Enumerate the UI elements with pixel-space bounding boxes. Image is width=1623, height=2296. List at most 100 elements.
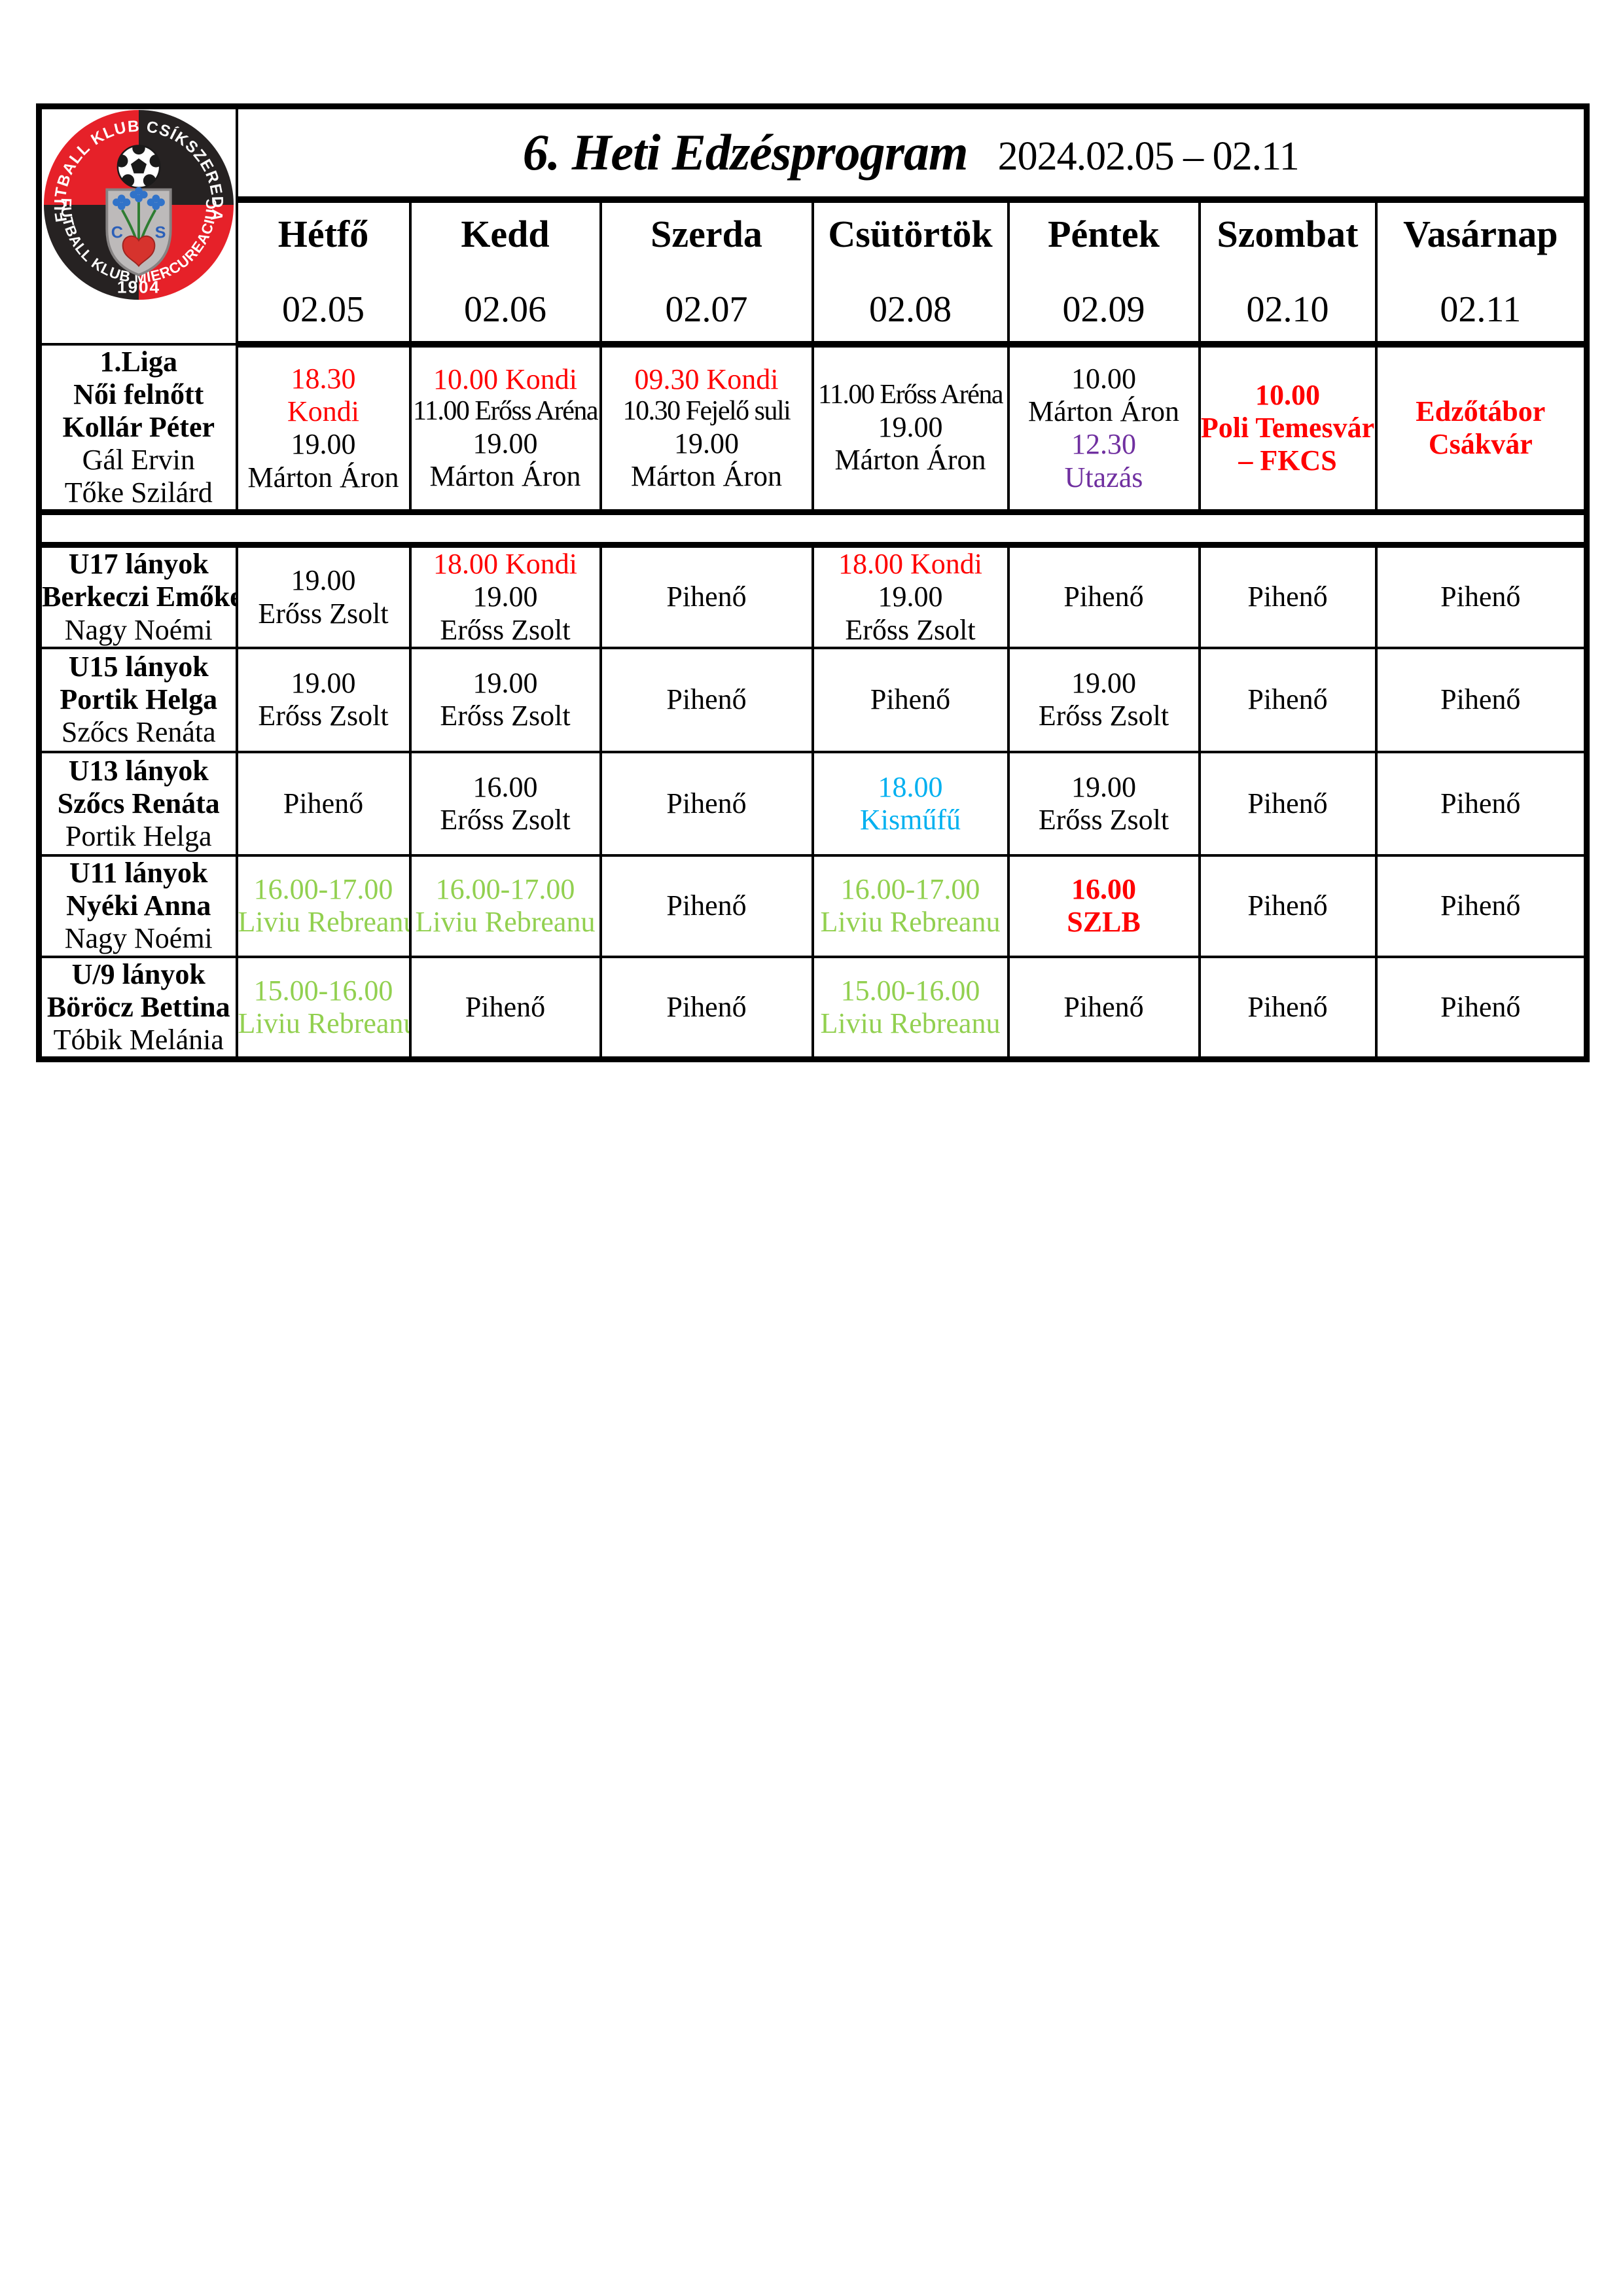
schedule-entry-line: Nagy Noémi: [64, 922, 213, 955]
day-date: 02.06: [464, 289, 546, 331]
schedule-entry-line: Márton Áron: [631, 460, 782, 493]
schedule-entry-line: Pihenő: [283, 787, 364, 819]
schedule-entry-line: Kondi: [287, 395, 359, 428]
schedule-entry-line: 15.00-16.00: [840, 974, 980, 1007]
schedule-entry-line: Pihenő: [666, 683, 747, 716]
schedule-entry-line: Kisműfű: [860, 803, 961, 836]
schedule-entry-line: Tőke Szilárd: [64, 476, 213, 509]
schedule-entry-line: 19.00: [473, 581, 538, 613]
cell-u9-day3: 15.00-16.00 Liviu Rebreanu: [811, 955, 1010, 1061]
schedule-entry-line: Erőss Zsolt: [1038, 700, 1169, 732]
cell-1liga-day5: 10.00 Poli Temesvár – FKCS: [1198, 342, 1378, 514]
schedule-entry-line: U/9 lányok: [71, 958, 205, 990]
schedule-entry-line: 19.00: [473, 667, 538, 700]
cell-u11-day1: 16.00-17.00 Liviu Rebreanu: [408, 853, 602, 958]
club-logo: FUTBALL KLUB CSÍKSZEREDA FUTBALL KLUB MI…: [43, 109, 234, 300]
cell-u13-day6: Pihenő: [1374, 750, 1588, 857]
separator-cell: [37, 509, 1588, 548]
schedule-entry-line: 19.00: [1071, 770, 1136, 803]
team-cell-u15: U15 lányok Portik Helga Szőcs Renáta: [37, 646, 238, 753]
schedule-entry-line: Szőcs Renáta: [57, 787, 220, 819]
schedule-entry-line: Liviu Rebreanu: [415, 906, 596, 939]
schedule-entry-line: 19.00: [1071, 667, 1136, 700]
cell-u17-day4: Pihenő: [1007, 543, 1201, 649]
cell-u13-day2: Pihenő: [599, 750, 814, 857]
schedule-entry-line: Márton Áron: [247, 461, 399, 493]
schedule-entry-line: Nagy Noémi: [64, 613, 213, 646]
cell-u11-day0: 16.00-17.00 Liviu Rebreanu: [235, 853, 412, 958]
schedule-entry-line: Portik Helga: [65, 819, 212, 852]
day-header-1: Kedd 02.06: [408, 198, 602, 348]
logo-year: 1904: [117, 277, 160, 296]
day-header-3: Csütörtök 02.08: [811, 198, 1010, 348]
day-header-6: Vasárnap 02.11: [1374, 198, 1588, 348]
cell-u15-day5: Pihenő: [1198, 646, 1378, 753]
schedule-entry-line: 11.00 Erőss Aréna: [817, 380, 1004, 410]
cell-u15-day6: Pihenő: [1374, 646, 1588, 753]
cell-u13-day1: 16.00 Erőss Zsolt: [408, 750, 602, 857]
schedule-entry-line: Utazás: [1064, 461, 1143, 493]
training-schedule-table: FUTBALL KLUB CSÍKSZEREDA FUTBALL KLUB MI…: [36, 103, 1590, 1063]
day-date: 02.11: [1440, 289, 1522, 331]
schedule-entry-line: 10.00 Kondi: [433, 363, 577, 396]
cell-1liga-day3: 11.00 Erőss Aréna 19.00 Márton Áron: [811, 342, 1010, 514]
cell-u9-day2: Pihenő: [599, 955, 814, 1061]
schedule-entry-line: 18.00: [878, 770, 943, 803]
schedule-entry-line: Poli Temesvár: [1200, 412, 1375, 444]
cell-u15-day4: 19.00 Erőss Zsolt: [1007, 646, 1201, 753]
schedule-entry-line: Böröcz Bettina: [46, 990, 230, 1023]
cell-u11-day2: Pihenő: [599, 853, 814, 958]
cell-u11-day3: 16.00-17.00 Liviu Rebreanu: [811, 853, 1010, 958]
schedule-entry-line: Pihenő: [1440, 990, 1521, 1023]
week-date-range: 2024.02.05 – 02.11: [997, 134, 1300, 179]
schedule-entry-line: Nyéki Anna: [66, 889, 211, 922]
schedule-entry-line: Edzőtábor: [1416, 395, 1546, 428]
day-name: Szerda: [651, 212, 762, 255]
schedule-entry-line: Erőss Zsolt: [258, 700, 389, 732]
schedule-entry-line: Liviu Rebreanu: [238, 1007, 410, 1039]
day-name: Csütörtök: [828, 212, 993, 255]
separator-row: [37, 509, 1588, 548]
schedule-entry-line: Liviu Rebreanu: [820, 1007, 1001, 1039]
day-name: Hétfő: [277, 212, 369, 255]
cell-1liga-day2: 09.30 Kondi 10.30 Fejelő suli 19.00 Márton …: [599, 342, 814, 514]
schedule-entry-line: 11.00 Erőss Aréna: [412, 396, 598, 427]
schedule-entry-line: Pihenő: [1440, 889, 1521, 922]
schedule-entry-line: Berkeczi Emőke: [42, 581, 237, 613]
schedule-entry-line: 19.00: [291, 667, 356, 700]
schedule-entry-line: Márton Áron: [1028, 395, 1179, 428]
schedule-entry-line: Kollár Péter: [62, 410, 215, 443]
cell-u17-day6: Pihenő: [1374, 543, 1588, 649]
cell-u17-day5: Pihenő: [1198, 543, 1378, 649]
schedule-entry-line: 10.00: [1071, 363, 1136, 395]
shield-icon: C S: [105, 187, 172, 277]
schedule-entry-line: 09.30 Kondi: [634, 363, 779, 396]
cell-u17-day1: 18.00 Kondi 19.00 Erőss Zsolt: [408, 543, 602, 649]
cell-1liga-day1: 10.00 Kondi 11.00 Erőss Aréna 19.00 Márton …: [408, 342, 602, 514]
schedule-entry-line: 19.00: [473, 427, 538, 460]
page-title: 6. Heti Edzésprogram: [522, 124, 969, 181]
cell-u15-day0: 19.00 Erőss Zsolt: [235, 646, 412, 753]
table-title-cell: 6. Heti Edzésprogram 2024.02.05 – 02.11: [235, 105, 1588, 203]
heart-icon: [122, 235, 156, 267]
title-row: FUTBALL KLUB CSÍKSZEREDA FUTBALL KLUB MI…: [37, 105, 1588, 346]
schedule-entry-line: Liviu Rebreanu: [238, 906, 410, 939]
day-header-2: Szerda 02.07: [599, 198, 814, 348]
day-name: Péntek: [1048, 212, 1160, 255]
schedule-entry-line: Női felnőtt: [73, 378, 204, 410]
schedule-entry-line: 10.30 Fejelő suli: [622, 396, 791, 427]
schedule-entry-line: Pihenő: [870, 683, 951, 716]
day-date: 02.05: [282, 289, 365, 331]
schedule-entry-line: Pihenő: [1440, 787, 1521, 819]
day-header-0: Hétfő 02.05: [235, 198, 412, 348]
schedule-entry-line: 19.00: [674, 427, 739, 460]
shield-initial-s: S: [154, 224, 166, 242]
cell-u11-day6: Pihenő: [1374, 853, 1588, 958]
team-cell-u11: U11 lányok Nyéki Anna Nagy Noémi: [37, 853, 238, 958]
shield-initial-c: C: [111, 224, 123, 242]
schedule-entry-line: 16.00-17.00: [840, 873, 980, 906]
cell-u13-day0: Pihenő: [235, 750, 412, 857]
schedule-entry-line: 18.00 Kondi: [433, 548, 577, 581]
schedule-entry-line: 19.00: [291, 564, 356, 597]
